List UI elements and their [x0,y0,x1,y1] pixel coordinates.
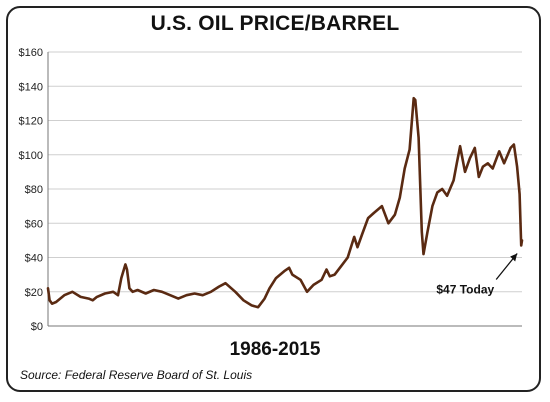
y-axis-ticks: $0 $20 $40 $60 $80 $100 $120 $140 $160 [19,47,43,333]
annotation-group: $47 Today [436,253,518,297]
y-tick-label: $60 [25,218,43,230]
y-tick-label: $40 [25,253,43,265]
chart-frame [6,6,541,392]
y-tick-label: $80 [25,184,43,196]
y-tick-label: $140 [19,81,43,93]
chart-title: U.S. OIL PRICE/BARREL [150,12,400,35]
annotation-label: $47 Today [436,283,494,297]
y-tick-label: $120 [19,116,43,128]
y-tick-label: $20 [25,287,43,299]
chart-subtitle: 1986-2015 [229,339,321,360]
y-tick-label: $0 [31,321,43,333]
price-line [46,96,524,309]
annotation-arrowhead [510,253,518,262]
y-tick-label: $160 [19,47,43,59]
source-note: Source: Federal Reserve Board of St. Lou… [20,368,253,382]
gridlines [48,51,522,327]
y-tick-label: $100 [19,150,43,162]
